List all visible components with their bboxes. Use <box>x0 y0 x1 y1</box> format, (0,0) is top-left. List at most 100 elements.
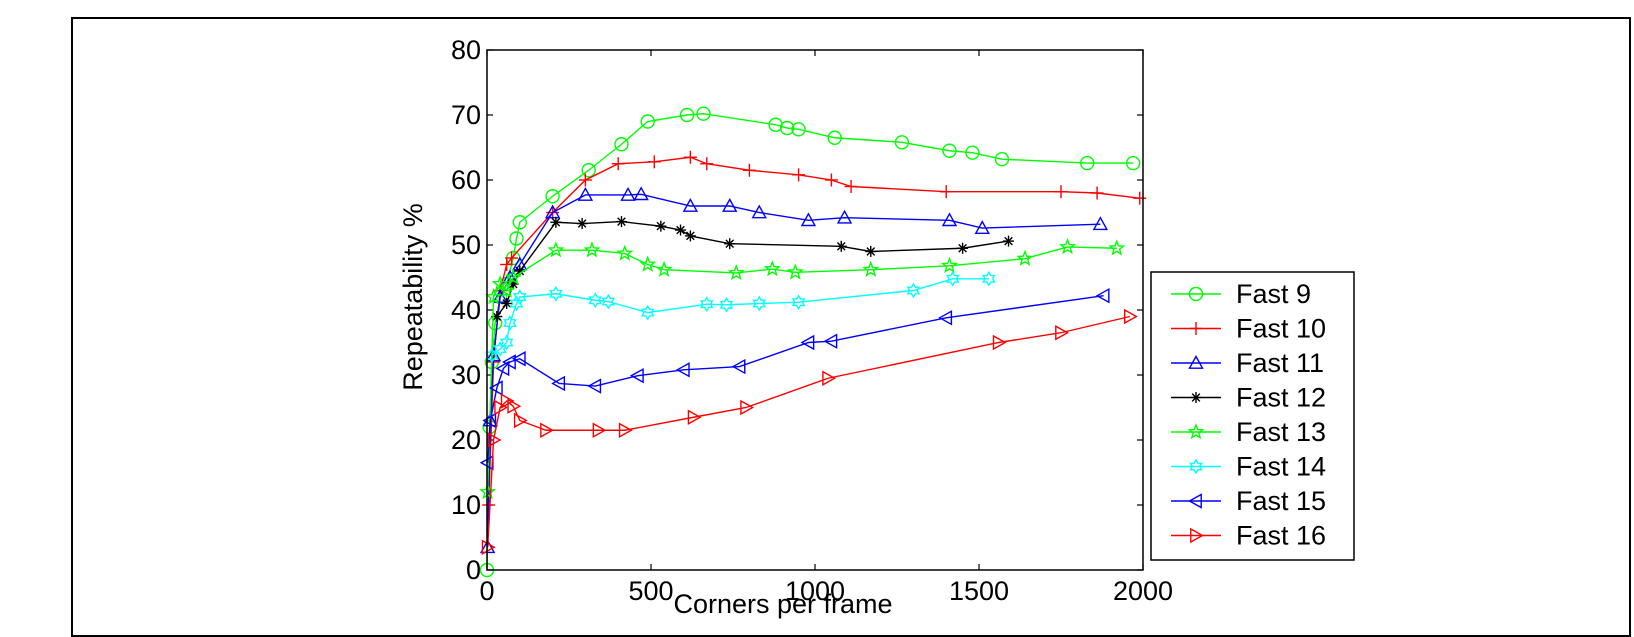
data-point <box>1080 155 1095 171</box>
data-point <box>640 304 655 321</box>
data-point <box>731 358 746 375</box>
data-point <box>994 151 1010 167</box>
data-point <box>751 204 767 219</box>
data-point <box>862 260 880 277</box>
y-tick-label: 0 <box>466 555 481 585</box>
data-point <box>481 539 496 555</box>
legend-marker <box>1187 423 1205 440</box>
data-point <box>655 260 673 277</box>
data-point <box>992 334 1007 351</box>
legend-item: Fast 11 <box>1171 348 1324 378</box>
series-line <box>486 246 1117 493</box>
series-line <box>487 156 1140 506</box>
data-point <box>504 268 522 285</box>
data-point <box>779 120 795 136</box>
legend-item: Fast 9 <box>1171 279 1311 309</box>
y-tick-label: 60 <box>451 165 481 195</box>
data-point <box>491 275 509 292</box>
legend-label: Fast 11 <box>1236 348 1324 378</box>
legend-item: Fast 16 <box>1171 521 1326 551</box>
data-point <box>683 150 697 164</box>
data-point <box>844 180 858 193</box>
data-point <box>800 334 815 351</box>
data-point <box>581 163 596 178</box>
data-point <box>1003 235 1015 247</box>
series-line <box>486 315 1131 548</box>
data-point <box>482 412 497 429</box>
series-fast-11 <box>479 186 1109 554</box>
data-point <box>601 293 616 310</box>
data-point <box>1055 325 1069 341</box>
data-point <box>675 362 690 378</box>
data-point <box>549 285 563 302</box>
data-point <box>942 143 957 158</box>
data-point <box>639 255 657 272</box>
data-point <box>540 422 554 438</box>
data-point <box>629 367 644 384</box>
data-point <box>614 137 629 152</box>
data-point <box>940 256 958 274</box>
data-point <box>513 412 528 429</box>
data-point <box>835 240 847 252</box>
data-point <box>791 122 806 137</box>
legend-item: Fast 14 <box>1171 452 1326 482</box>
data-point <box>512 289 527 305</box>
data-point <box>577 187 594 201</box>
data-point <box>512 215 527 230</box>
legend-label: Fast 13 <box>1236 417 1326 447</box>
legend-box <box>1150 271 1355 561</box>
data-point <box>687 409 702 425</box>
x-tick-label: 500 <box>628 576 673 606</box>
data-point <box>792 168 806 182</box>
series-fast-10 <box>482 150 1147 512</box>
data-point <box>865 246 877 257</box>
legend-marker <box>1188 493 1202 509</box>
series-line <box>496 220 1009 317</box>
data-point <box>836 209 853 224</box>
data-point <box>503 315 517 331</box>
data-point <box>682 198 699 212</box>
data-point <box>640 114 655 129</box>
data-point <box>1108 239 1126 256</box>
x-tick-label: 2000 <box>1113 576 1173 606</box>
data-point <box>620 187 636 201</box>
data-point <box>957 242 969 254</box>
data-point <box>965 145 980 160</box>
data-point <box>1095 288 1110 304</box>
data-point <box>1133 191 1147 205</box>
data-point <box>545 189 560 204</box>
y-axis-title: Repeatability % <box>398 203 428 391</box>
y-tick-label: 20 <box>451 425 481 455</box>
data-point <box>894 135 910 150</box>
data-point <box>675 224 687 236</box>
series-fast-13 <box>479 238 1126 500</box>
data-point <box>583 241 601 258</box>
data-point <box>763 260 781 277</box>
data-point <box>550 216 562 228</box>
data-point <box>544 204 561 219</box>
legend-item: Fast 15 <box>1171 486 1326 516</box>
y-tick-label: 30 <box>451 360 481 390</box>
legend-label: Fast 12 <box>1236 383 1326 413</box>
data-point <box>800 212 817 227</box>
series-fast-12 <box>491 216 1015 322</box>
data-point <box>679 107 695 123</box>
legend-marker <box>1188 355 1204 369</box>
data-point <box>786 263 804 280</box>
legend-label: Fast 14 <box>1236 452 1326 482</box>
data-point <box>941 212 958 227</box>
plot-area-border <box>486 49 1144 571</box>
data-point <box>939 185 953 199</box>
y-tick-label: 40 <box>451 295 481 325</box>
data-point <box>822 370 837 386</box>
data-point <box>1092 216 1109 231</box>
data-point <box>719 296 734 313</box>
data-point <box>740 399 755 416</box>
x-tick-label: 1000 <box>785 576 845 606</box>
data-point <box>823 333 838 349</box>
legend-item: Fast 10 <box>1171 314 1326 344</box>
legend-label: Fast 16 <box>1236 521 1326 551</box>
legend-label: Fast 10 <box>1236 314 1326 344</box>
legend-marker <box>1190 392 1202 403</box>
series-line <box>491 278 989 357</box>
